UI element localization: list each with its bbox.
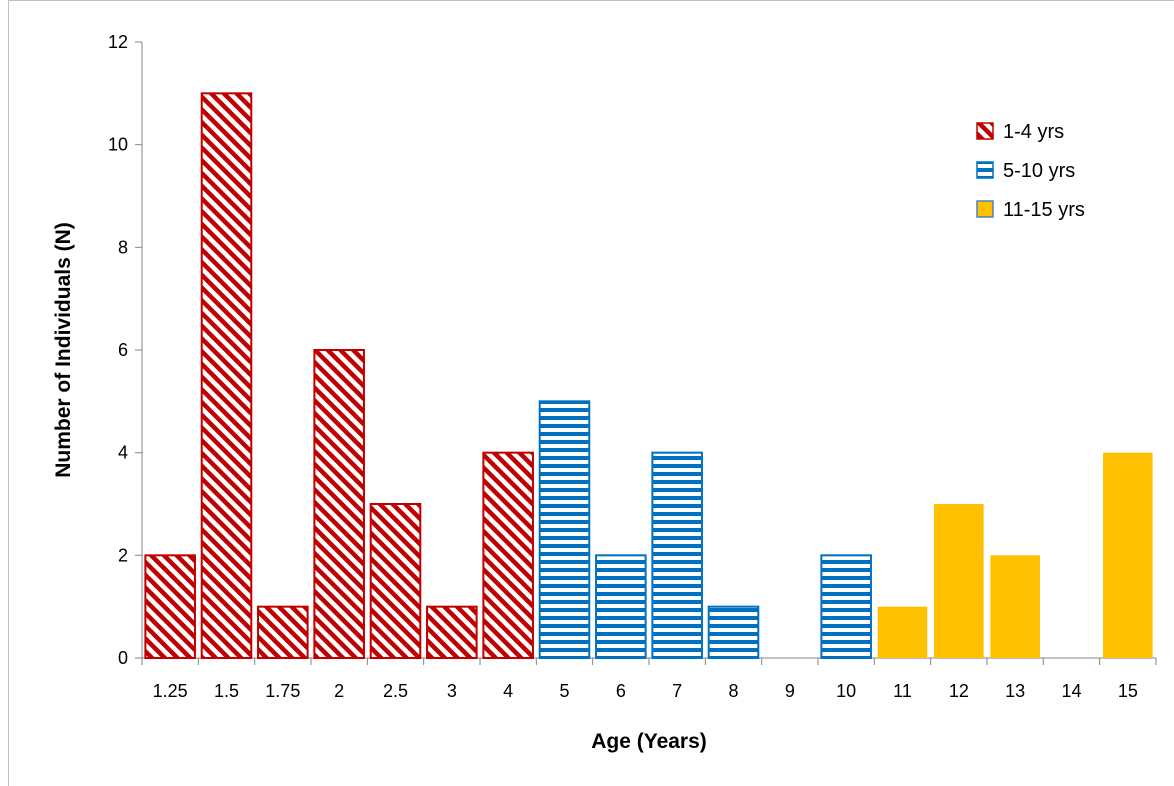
bar-10 <box>820 554 872 659</box>
y-axis-title: Number of Individuals (N) <box>52 222 75 478</box>
bar-8 <box>707 605 760 660</box>
y-tick-label: 8 <box>118 237 128 257</box>
bar-1_75 <box>257 605 309 660</box>
x-tick-label: 1.75 <box>265 681 300 701</box>
x-tick-label: 15 <box>1118 681 1138 701</box>
x-tick-label: 9 <box>785 681 795 701</box>
x-tick-label: 2.5 <box>383 681 408 701</box>
x-tick-label: 12 <box>949 681 969 701</box>
x-tick-label: 11 <box>893 681 912 701</box>
x-tick-label: 1.5 <box>214 681 239 701</box>
bar-5 <box>538 400 591 659</box>
legend-label: 11-15 yrs <box>1003 199 1085 221</box>
x-tick-label: 6 <box>616 681 626 701</box>
legend-label: 5-10 yrs <box>1003 160 1075 182</box>
y-tick-label: 10 <box>108 135 128 155</box>
bar-2_5 <box>369 503 422 659</box>
x-tick-label: 10 <box>836 681 856 701</box>
x-tick-label: 1.25 <box>153 681 188 701</box>
y-tick-label: 4 <box>118 443 128 463</box>
legend-label: 1-4 yrs <box>1003 121 1064 143</box>
y-tick-label: 6 <box>118 340 128 360</box>
x-tick-label: 8 <box>728 681 738 701</box>
bar-11 <box>877 606 928 658</box>
bar-13 <box>990 555 1040 658</box>
bar-3 <box>426 605 478 660</box>
x-tick-label: 7 <box>672 681 682 701</box>
x-tick-label: 2 <box>334 681 344 701</box>
x-tick-labels: 1.25 1.5 1.75 2 2.5 3 4 5 6 7 8 9 10 11 12 13 14 15 <box>141 658 1157 701</box>
y-tick-labels: 0 2 4 6 8 10 12 <box>108 32 142 668</box>
y-tick-label: 2 <box>118 545 128 565</box>
x-tick-label: 3 <box>447 681 457 701</box>
legend-swatch <box>976 122 994 140</box>
x-tick-label: 4 <box>503 681 513 701</box>
y-tick-label: 0 <box>118 648 128 668</box>
bar-1_25 <box>144 554 196 659</box>
bars <box>144 92 1153 660</box>
x-tick-label: 5 <box>559 681 569 701</box>
bar-2 <box>313 349 365 659</box>
x-tick-label: 14 <box>1061 681 1081 701</box>
y-tick-label: 12 <box>108 32 128 52</box>
legend-swatch <box>976 200 994 218</box>
x-tick-label: 13 <box>1005 681 1025 701</box>
bar-1_5 <box>200 92 253 660</box>
bar-7 <box>651 451 703 659</box>
bar-12 <box>934 504 984 658</box>
bar-15 <box>1103 452 1153 658</box>
bar-6 <box>595 554 647 659</box>
x-axis-title: Age (Years) <box>591 730 707 753</box>
bar-4 <box>482 451 534 659</box>
chart-frame <box>8 0 1174 786</box>
legend: 1-4 yrs 5-10 yrs 11-15 yrs <box>976 121 1085 221</box>
legend-swatch <box>976 161 994 179</box>
